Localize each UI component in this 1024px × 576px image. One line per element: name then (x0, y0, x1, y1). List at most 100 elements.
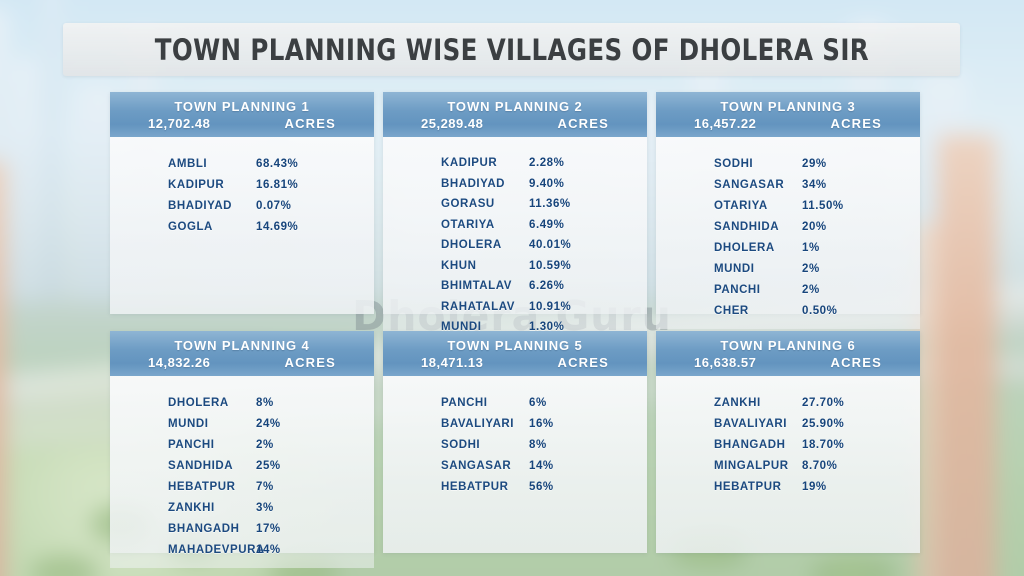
panel-body: DHOLERA 8% MUNDI 24% PANCHI 2% SANDHIDA 25% HEBA… (110, 376, 374, 568)
village-percentage: 0.07% (256, 199, 292, 212)
village-percentage: 9.40% (529, 177, 565, 190)
village-name: SANDHIDA (714, 220, 780, 233)
village-name: ZANKHI (168, 501, 215, 514)
foreground-pillar (916, 224, 942, 576)
village-row: MUNDI 2% (656, 258, 920, 279)
village-percentage: 20% (802, 220, 827, 233)
village-row: ZANKHI 3% (110, 497, 374, 518)
village-row: DHOLERA 8% (110, 392, 374, 413)
village-row: SANGASAR 34% (656, 174, 920, 195)
village-row: CHER 0.50% (656, 300, 920, 321)
village-percentage: 16.81% (256, 178, 299, 191)
village-row: ZANKHI 27.70% (656, 392, 920, 413)
village-percentage: 14% (256, 543, 281, 556)
village-percentage: 2.28% (529, 157, 565, 170)
village-row: BHANGADH 18.70% (656, 434, 920, 455)
village-percentage: 40.01% (529, 239, 572, 252)
panel-header: TOWN PLANNING 3 16,457.22 ACRES (656, 92, 920, 137)
village-name: KHUN (441, 259, 477, 272)
village-row: BHANGADH 17% (110, 518, 374, 539)
village-row: PANCHI 2% (110, 434, 374, 455)
village-name: BHIMTALAV (441, 280, 512, 293)
village-percentage: 16% (529, 417, 554, 430)
panel-acres-label: ACRES (284, 115, 336, 131)
panel-acres-label: ACRES (557, 354, 609, 370)
panel-subheader: 16,457.22 ACRES (694, 117, 882, 130)
village-list: DHOLERA 8% MUNDI 24% PANCHI 2% SANDHIDA 25% HEBA… (110, 392, 374, 560)
village-percentage: 17% (256, 522, 281, 535)
foreground-pillar (938, 135, 996, 576)
building-tower (44, 0, 60, 301)
panel-title: TOWN PLANNING 2 (447, 98, 583, 114)
panel-body: AMBLI 68.43% KADIPUR 16.81% BHADIYAD 0.07% GOG… (110, 137, 374, 314)
village-percentage: 1% (802, 241, 820, 254)
tree-cluster (810, 555, 900, 576)
panel-acres-value: 12,702.48 (148, 115, 211, 131)
village-name: BHADIYAD (168, 199, 233, 212)
village-name: MUNDI (714, 262, 755, 275)
village-name: OTARIYA (714, 199, 768, 212)
village-row: SANDHIDA 25% (110, 455, 374, 476)
village-name: DHOLERA (441, 239, 502, 252)
panel-acres-label: ACRES (830, 354, 882, 370)
page-title: TOWN PLANNING WISE VILLAGES OF DHOLERA S… (154, 32, 869, 67)
panel-acres-value: 14,832.26 (148, 354, 211, 370)
village-percentage: 11.36% (529, 198, 571, 211)
village-row: BHADIYAD 9.40% (383, 174, 647, 195)
village-percentage: 6.26% (529, 280, 565, 293)
village-name: OTARIYA (441, 218, 495, 231)
village-percentage: 3% (256, 501, 274, 514)
village-name: HEBATPUR (441, 480, 509, 493)
panel-header: TOWN PLANNING 1 12,702.48 ACRES (110, 92, 374, 137)
village-name: BAVALIYARI (714, 417, 788, 430)
panel-title: TOWN PLANNING 3 (720, 98, 856, 114)
panel-body: PANCHI 6% BAVALIYARI 16% SODHI 8% SANGASAR 14% H… (383, 376, 647, 553)
panel-header: TOWN PLANNING 2 25,289.48 ACRES (383, 92, 647, 137)
village-name: BHADIYAD (441, 177, 506, 190)
village-row: OTARIYA 11.50% (656, 195, 920, 216)
village-name: GORASU (441, 198, 495, 211)
village-row: BHADIYAD 0.07% (110, 195, 374, 216)
village-row: HEBATPUR 19% (656, 476, 920, 497)
village-name: DHOLERA (714, 241, 775, 254)
village-percentage: 1.30% (529, 321, 565, 334)
village-percentage: 7% (256, 480, 274, 493)
town-planning-panel: TOWN PLANNING 6 16,638.57 ACRES ZANKHI 27.70… (656, 331, 920, 553)
village-name: BHANGADH (714, 438, 786, 451)
village-row: SANGASAR 14% (383, 455, 647, 476)
village-percentage: 34% (802, 178, 827, 191)
village-name: MUNDI (168, 417, 209, 430)
village-percentage: 6.49% (529, 218, 565, 231)
village-percentage: 18.70% (802, 438, 845, 451)
village-percentage: 19% (802, 480, 827, 493)
panel-subheader: 18,471.13 ACRES (421, 356, 609, 369)
village-name: PANCHI (168, 438, 215, 451)
village-name: CHER (714, 304, 749, 317)
village-name: SANGASAR (441, 459, 512, 472)
village-percentage: 29% (802, 157, 827, 170)
panel-acres-value: 25,289.48 (421, 115, 484, 131)
village-name: PANCHI (441, 396, 488, 409)
panel-header: TOWN PLANNING 6 16,638.57 ACRES (656, 331, 920, 376)
town-planning-panel: TOWN PLANNING 2 25,289.48 ACRES KADIPUR 2.28… (383, 92, 647, 366)
village-row: DHOLERA 1% (656, 237, 920, 258)
village-name: PANCHI (714, 283, 761, 296)
town-planning-panel: TOWN PLANNING 5 18,471.13 ACRES PANCHI 6% BAV… (383, 331, 647, 553)
village-row: GOGLA 14.69% (110, 216, 374, 237)
village-row: BHIMTALAV 6.26% (383, 276, 647, 297)
village-name: KADIPUR (168, 178, 225, 191)
village-name: AMBLI (168, 157, 208, 170)
village-row: KADIPUR 2.28% (383, 153, 647, 174)
village-percentage: 14% (529, 459, 554, 472)
village-list: KADIPUR 2.28% BHADIYAD 9.40% GORASU 11.36% OTA… (383, 153, 647, 358)
village-name: MAHADEVPURA (168, 543, 265, 556)
village-name: MINGALPUR (714, 459, 789, 472)
building-tower (14, 59, 36, 314)
village-row: OTARIYA 6.49% (383, 215, 647, 236)
village-percentage: 10.91% (529, 300, 572, 313)
village-name: SODHI (714, 157, 754, 170)
village-row: MINGALPUR 8.70% (656, 455, 920, 476)
village-row: PANCHI 2% (656, 279, 920, 300)
village-name: RAHATALAV (441, 300, 515, 313)
village-percentage: 0.50% (802, 304, 838, 317)
